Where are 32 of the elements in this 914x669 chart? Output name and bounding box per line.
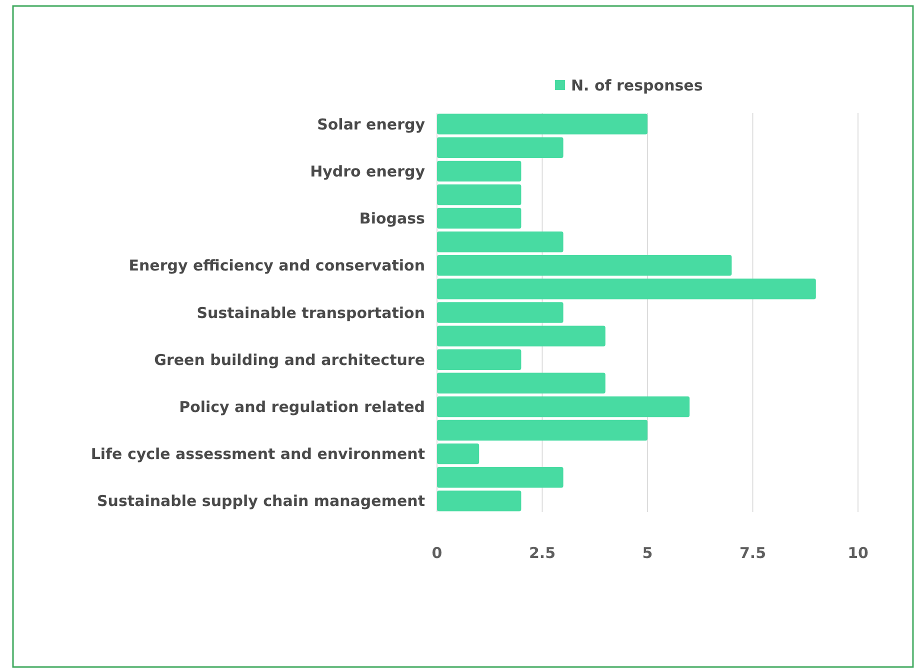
bar <box>437 396 690 418</box>
y-tick-label: Energy efficiency and conservation <box>128 256 425 275</box>
x-tick-label: 0 <box>432 544 442 562</box>
bar <box>437 467 564 488</box>
bar <box>437 349 522 370</box>
y-tick-label: Green building and architecture <box>154 350 425 369</box>
bar <box>437 184 522 206</box>
bar <box>437 372 606 394</box>
bar <box>437 278 816 300</box>
bar <box>437 160 522 182</box>
bar <box>437 443 480 464</box>
y-tick-label: Hydro energy <box>310 162 426 180</box>
bar <box>437 302 564 323</box>
x-tick-label: 5 <box>642 544 653 562</box>
legend-label: N. of responses <box>571 76 703 94</box>
bar <box>437 231 564 252</box>
y-tick-label: Sustainable transportation <box>196 304 425 322</box>
bar <box>437 490 522 512</box>
bar <box>437 255 732 276</box>
bar <box>437 137 564 158</box>
y-tick-label: Biogass <box>359 210 426 228</box>
y-tick-label: Life cycle assessment and environment <box>90 445 425 464</box>
x-tick-label: 7.5 <box>739 544 766 562</box>
bar <box>437 208 522 229</box>
bar <box>437 114 648 134</box>
x-tick-label: 2.5 <box>528 544 556 562</box>
y-tick-label: Sustainable supply chain management <box>97 492 425 510</box>
y-tick-label: Policy and regulation related <box>179 398 425 416</box>
x-tick-label: 10 <box>848 544 868 562</box>
bar <box>437 326 606 346</box>
y-tick-label: Solar energy <box>317 115 426 134</box>
bar <box>437 420 648 441</box>
